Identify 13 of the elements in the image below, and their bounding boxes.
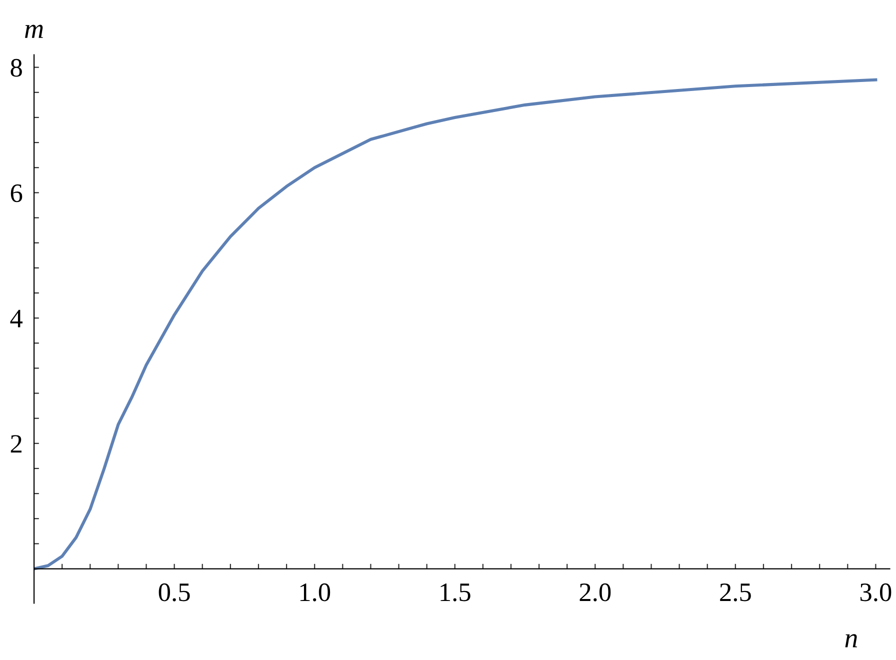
x-tick-label: 3.0 bbox=[860, 583, 892, 602]
line-series bbox=[34, 78, 878, 570]
y-axis-title: m bbox=[25, 24, 43, 38]
x-tick-label: 1.5 bbox=[440, 584, 470, 602]
x-axis-title: n bbox=[845, 634, 858, 648]
y-tick-label: 8 bbox=[10, 58, 22, 77]
x-tick-label: 0.5 bbox=[158, 583, 190, 602]
y-tick-label: 6 bbox=[10, 184, 22, 202]
x-tick-label: 2.0 bbox=[580, 583, 611, 602]
x-tick-label: 1.0 bbox=[300, 583, 330, 602]
y-tick-label: 4 bbox=[10, 310, 23, 328]
x-tick-label: 2.5 bbox=[720, 583, 751, 602]
y-tick-label: 2 bbox=[10, 435, 22, 453]
